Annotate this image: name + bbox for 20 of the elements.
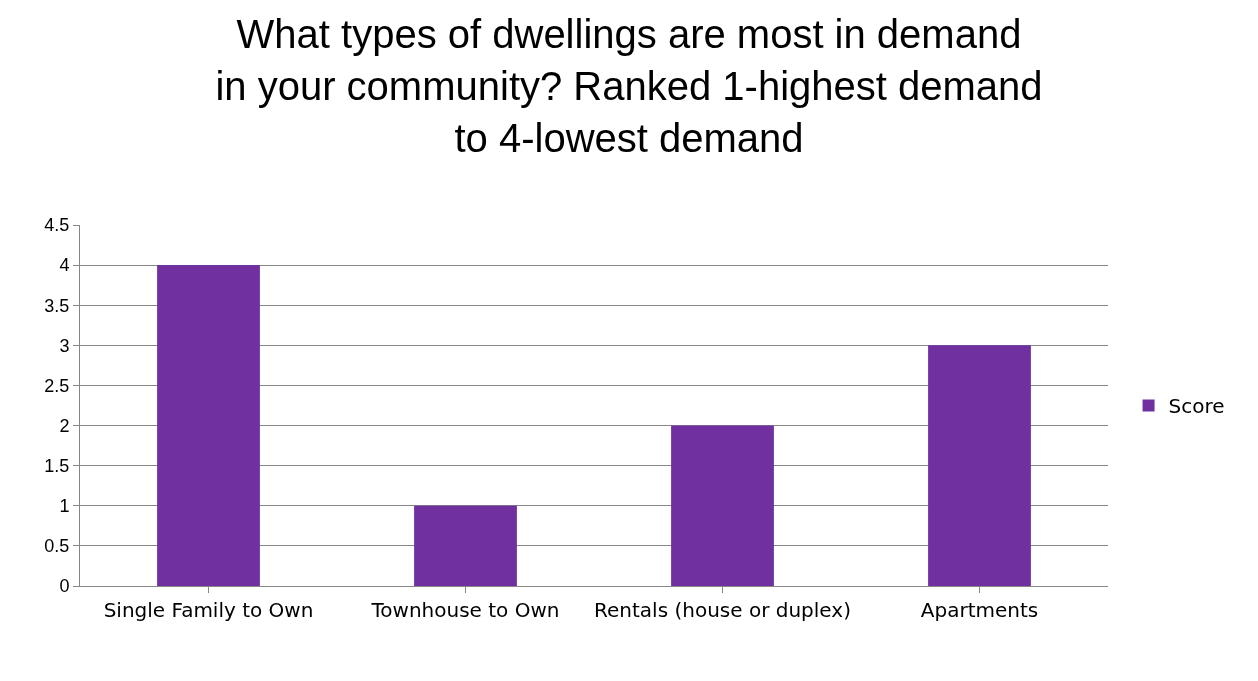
legend-label: Score [1168,394,1225,419]
y-tick-label: 4.5 [44,215,70,236]
bar [928,345,1031,586]
y-tick-label: 2.5 [44,375,70,396]
x-tick-label: Townhouse to Own [370,598,560,622]
bar [157,265,260,586]
x-tick-label: Single Family to Own [103,598,314,622]
x-tick-label: Rentals (house or duplex) [594,598,851,622]
bar [414,505,517,586]
y-tick-label: 1 [59,496,70,517]
y-tick-label: 0.5 [44,536,70,557]
y-tick-label: 2 [59,415,70,436]
chart-title: What types of dwellings are most in demand in your community? Ranked 1-highest demand to 4-lowest demand [215,11,1043,160]
y-tick-label: 1.5 [44,455,70,476]
y-tick-label: 3.5 [44,295,70,316]
y-tick-label: 0 [59,576,70,597]
x-tick-label: Apartments [920,598,1039,622]
y-tick-label: 3 [59,335,70,356]
y-tick-label: 4 [59,255,70,276]
bar [671,425,774,586]
